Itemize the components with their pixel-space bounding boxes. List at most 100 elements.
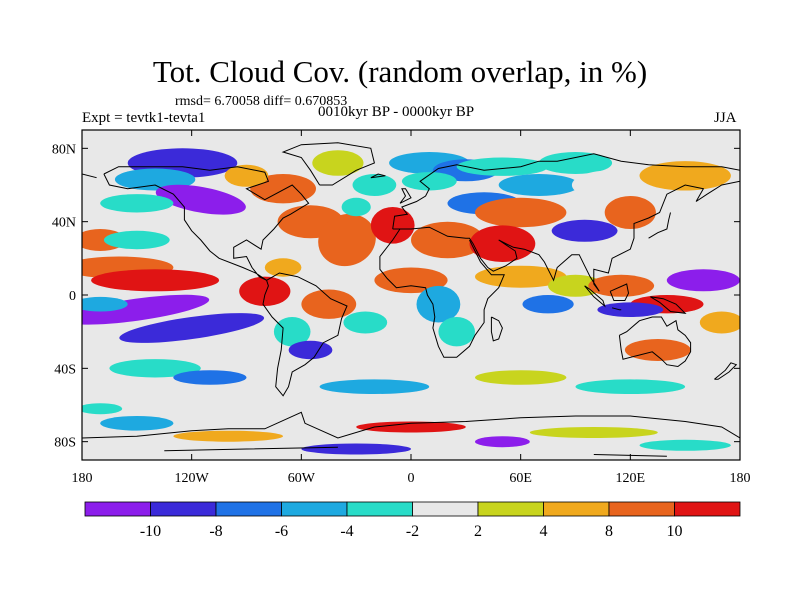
- anomaly-patch: [411, 221, 485, 259]
- anomaly-patch: [82, 403, 123, 415]
- coastline: [611, 307, 622, 311]
- anomaly-patch: [551, 219, 618, 242]
- colorbar-box: [674, 501, 741, 517]
- anomaly-patch: [318, 213, 376, 267]
- anomaly-patch: [456, 157, 549, 176]
- anomaly-field: [82, 148, 740, 455]
- anomaly-patch: [475, 197, 567, 228]
- colorbar-box: [477, 501, 544, 517]
- anomaly-patch: [341, 197, 371, 217]
- anomaly-patch: [250, 174, 316, 204]
- coastline: [399, 188, 412, 204]
- colorbar-label: 4: [540, 523, 548, 540]
- period-label: 0010kyr BP - 0000kyr BP: [318, 104, 475, 120]
- lon-tick-label: 120W: [175, 471, 210, 486]
- anomaly-patch: [119, 313, 265, 343]
- anomaly-patch: [639, 161, 731, 191]
- colorbar: -10 -8 -6 -4 -2 2 4 8 10: [84, 501, 741, 540]
- anomaly-patch: [597, 302, 664, 318]
- anomaly-patch: [155, 184, 246, 215]
- plot-area: [81, 129, 741, 461]
- colorbar-box: [543, 501, 610, 517]
- lon-tick-label: 60E: [509, 471, 532, 486]
- colorbar-box: [412, 501, 479, 517]
- coastline: [392, 153, 740, 230]
- colorbar-box: [346, 501, 413, 517]
- anomaly-patch: [604, 196, 656, 229]
- anomaly-patch: [356, 421, 466, 433]
- anomaly-patch: [374, 267, 448, 294]
- anomaly-patch: [575, 379, 686, 395]
- anomaly-patch: [273, 317, 311, 347]
- anomaly-patch: [352, 174, 397, 196]
- lat-tick-label: 80S: [54, 436, 76, 451]
- colorbar-label: -8: [209, 523, 222, 540]
- anomaly-patch: [312, 150, 364, 176]
- lat-tick-label: 40S: [54, 362, 76, 377]
- anomaly-patch: [103, 230, 170, 250]
- lon-tick-label: 0: [408, 471, 415, 486]
- coastline: [82, 173, 97, 179]
- coastline: [650, 296, 687, 314]
- colorbar-box: [215, 501, 282, 517]
- coastline: [82, 411, 740, 439]
- lon-tick-label: 60W: [288, 471, 316, 486]
- lon-tick-label: 180: [730, 471, 751, 486]
- anomaly-patch: [100, 194, 174, 213]
- coastline: [164, 446, 338, 452]
- coastline: [262, 272, 348, 397]
- coastline: [618, 316, 692, 368]
- colorbar-box: [150, 501, 217, 517]
- anomaly-patch: [301, 289, 357, 319]
- anomaly-patch: [173, 370, 247, 385]
- lon-tick-label: 120E: [616, 471, 646, 486]
- stats-label: rmsd= 6.70058 diff= 0.670853: [175, 94, 348, 109]
- anomaly-patch: [475, 436, 530, 448]
- coastline: [490, 316, 503, 342]
- anomaly-patch: [109, 359, 201, 378]
- colorbar-box: [608, 501, 675, 517]
- coastline: [370, 173, 386, 179]
- colorbar-label: -6: [275, 523, 288, 540]
- anomaly-patch: [239, 276, 291, 306]
- season-label: JJA: [714, 110, 737, 126]
- coastline: [392, 180, 740, 292]
- colorbar-box: [281, 501, 348, 517]
- anomaly-patch: [469, 225, 536, 262]
- anomaly-patch: [624, 339, 691, 361]
- anomaly-patch: [529, 427, 658, 438]
- anomaly-patch: [319, 379, 430, 395]
- anomaly-patch: [438, 317, 476, 347]
- colorbar-label: -4: [340, 523, 353, 540]
- anomaly-patch: [416, 285, 461, 323]
- colorbar-label: 2: [474, 523, 482, 540]
- anomaly-patch: [475, 370, 567, 385]
- lat-tick-label: 40N: [52, 216, 76, 231]
- lat-tick-label: 0: [69, 289, 76, 304]
- anomaly-patch: [91, 269, 220, 292]
- anomaly-patch: [699, 311, 740, 334]
- anomaly-patch: [301, 443, 412, 455]
- coastline: [609, 283, 630, 301]
- anomaly-patch: [82, 296, 128, 312]
- anomaly-patch: [100, 416, 174, 431]
- anomaly-patch: [288, 340, 333, 360]
- colorbar-label: 8: [605, 523, 613, 540]
- anomaly-patch: [639, 439, 731, 451]
- colorbar-label: -2: [406, 523, 419, 540]
- anomaly-patch: [538, 152, 613, 174]
- lat-tick-label: 80N: [52, 142, 76, 157]
- anomaly-patch: [522, 295, 574, 314]
- colorbar-label: -10: [140, 523, 161, 540]
- anomaly-patch: [666, 269, 740, 292]
- coastline: [584, 285, 606, 308]
- anomaly-patch: [571, 170, 653, 200]
- coastline: [714, 362, 738, 380]
- anomaly-patch: [498, 174, 580, 196]
- anomaly-patch: [82, 294, 210, 325]
- anomaly-patch: [343, 311, 388, 334]
- chart-title: Tot. Cloud Cov. (random overlap, in %): [152, 54, 648, 89]
- anomaly-patch: [588, 274, 655, 297]
- coastline: [648, 212, 671, 239]
- coastlines: [82, 142, 740, 457]
